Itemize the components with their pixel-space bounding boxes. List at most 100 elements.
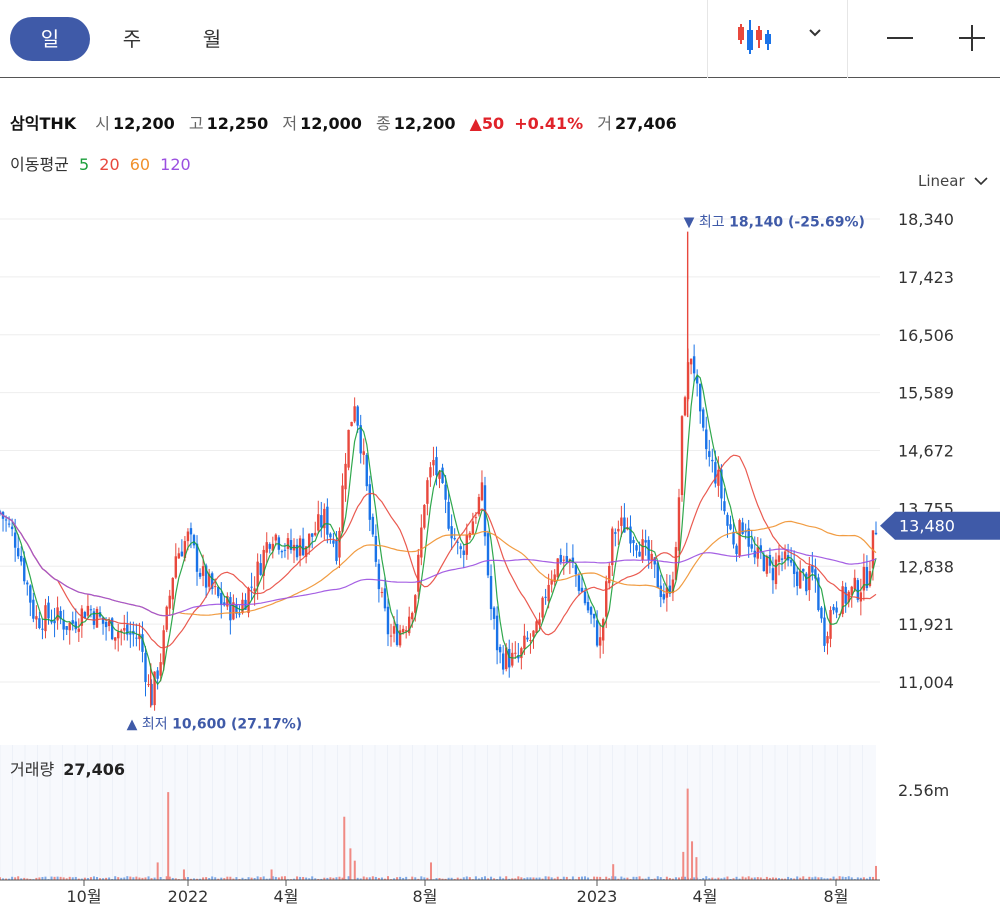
volume-bar <box>820 877 823 880</box>
candle-body <box>474 517 478 519</box>
tab-monthly[interactable]: 월 <box>202 27 222 51</box>
volume-bar <box>396 877 399 880</box>
candle-body <box>635 545 638 551</box>
volume-bar <box>871 876 874 880</box>
candle-body <box>26 582 29 585</box>
volume-bar <box>465 876 468 880</box>
candle-body <box>329 533 332 538</box>
candle-body <box>262 549 265 576</box>
volume-bar <box>5 878 8 880</box>
candle-body <box>832 606 835 611</box>
quote-summary: 삼익THK 시 12,200 고 12,250 저 12,000 종 12,200 ▲5… <box>10 110 686 134</box>
chart-type-button[interactable] <box>708 0 848 78</box>
volume-bar <box>450 877 453 880</box>
volume-bar <box>781 878 784 880</box>
volume-bar <box>323 877 326 880</box>
volume-bar <box>414 877 417 880</box>
volume-bar <box>653 878 656 880</box>
volume-bar <box>605 876 608 880</box>
volume-bar <box>814 876 817 880</box>
volume-bar <box>487 878 490 880</box>
volume-bar <box>80 878 83 880</box>
candle-body <box>705 429 708 450</box>
y-tick-label: 17,423 <box>898 268 954 287</box>
volume-bar <box>474 876 477 880</box>
volume-spike <box>691 841 694 880</box>
volume-bar <box>35 877 38 880</box>
volume-bar <box>608 878 611 880</box>
candle-body <box>802 568 805 572</box>
volume-bar <box>141 877 144 880</box>
tab-daily[interactable]: 일 <box>10 17 90 61</box>
volume-bar <box>505 876 508 880</box>
volume-bar <box>335 877 338 880</box>
volume-bar <box>841 876 844 880</box>
low-marker-label: ▲ 최저 10,600 (27.17%) <box>127 716 302 732</box>
volume-bar <box>211 876 214 880</box>
volume-bar <box>56 876 59 880</box>
candle-body <box>544 596 547 598</box>
candle-body <box>662 594 666 600</box>
volume-bar <box>702 878 705 880</box>
candle-body <box>68 622 71 631</box>
volume-bar <box>641 878 644 880</box>
low-value: 12,000 <box>300 114 362 133</box>
candle-body <box>138 633 141 640</box>
candle-body <box>220 592 223 606</box>
volume-bar <box>662 878 665 880</box>
candlestick-icon <box>738 20 771 54</box>
candle-body <box>714 462 717 484</box>
candle-body <box>301 538 305 556</box>
candle-body <box>380 592 384 594</box>
volume-bar <box>332 877 335 880</box>
y-tick-label: 11,004 <box>898 673 954 692</box>
high-marker-value: 18,140 (-25.69%) <box>729 215 865 231</box>
ma-120: 120 <box>160 155 191 174</box>
volume-bar <box>320 878 323 880</box>
volume-bar <box>514 878 517 880</box>
candle-body <box>326 506 329 535</box>
volume-bar <box>423 877 426 880</box>
candle-body <box>253 588 256 592</box>
volume-bar <box>377 877 380 880</box>
candles <box>0 231 878 711</box>
volume-bar <box>229 876 232 880</box>
tab-weekly[interactable]: 주 <box>122 27 142 51</box>
candle-body <box>53 620 56 624</box>
candle-body <box>107 621 111 627</box>
candle-body <box>868 571 872 586</box>
y-tick-label: 14,672 <box>898 442 954 461</box>
volume-spike <box>353 860 356 880</box>
scale-selector[interactable]: Linear <box>918 172 988 190</box>
high-value: 12,250 <box>206 114 269 133</box>
zoom-in-button[interactable] <box>940 0 1000 78</box>
volume-bar <box>371 876 374 880</box>
candle-body <box>62 619 65 630</box>
moving-average-legend[interactable]: 이동평균 5 20 60 120 <box>10 151 196 175</box>
candle-body <box>853 577 856 590</box>
candle-body <box>750 544 753 549</box>
candle-body <box>404 630 408 632</box>
volume-bar <box>368 877 371 880</box>
volume-bar <box>868 876 871 880</box>
candle-body <box>286 538 290 549</box>
volume-bar <box>726 876 729 880</box>
volume-bar <box>477 878 480 880</box>
volume-bar <box>535 877 538 880</box>
ma-line-60 <box>0 511 877 617</box>
candle-body <box>583 591 587 604</box>
volume-bar <box>374 876 377 880</box>
zoom-out-button[interactable] <box>870 0 930 78</box>
candle-body <box>383 588 387 609</box>
volume-bar <box>665 876 668 880</box>
volume-bar <box>208 878 211 880</box>
candle-body <box>98 612 102 617</box>
candle-body <box>874 532 878 535</box>
volume-bar <box>256 876 259 880</box>
volume-legend-value: 27,406 <box>63 760 126 779</box>
volume-spike <box>167 792 170 880</box>
volume-bar <box>681 876 684 880</box>
candle-body <box>792 561 796 574</box>
candle-body <box>408 616 411 634</box>
